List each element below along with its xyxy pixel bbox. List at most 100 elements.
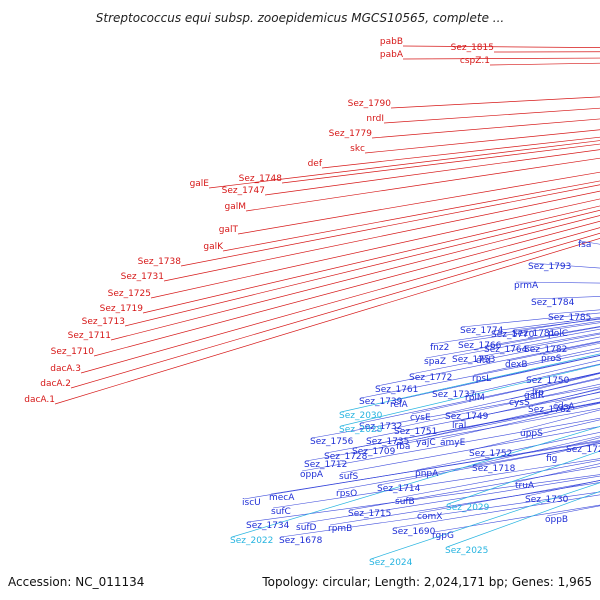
gene-label-reverse: fsa [578, 240, 591, 250]
gene-label-reverse: Sez_1726 [566, 445, 600, 455]
gene-label-reverse: fig [546, 454, 557, 464]
leader-line-blue [433, 354, 600, 392]
gene-label-reverse: spaZ [424, 357, 446, 367]
gene-label-forward: galK [203, 242, 224, 252]
leader-line-blue [473, 347, 600, 376]
gene-label-forward: Sez_1719 [100, 304, 144, 314]
gene-label-cyan: Sez_2022 [230, 536, 273, 546]
gene-label-reverse: Sez_1728 [324, 452, 368, 462]
gene-label-reverse: Sez_1712 [304, 460, 347, 470]
gene-label-forward: Sez_1738 [138, 257, 182, 267]
leader-line-red [321, 136, 600, 169]
leader-line-cyan [231, 426, 600, 538]
gene-label-reverse: iscU [242, 498, 261, 508]
gene-label-forward: dacA.2 [40, 379, 71, 389]
leader-line-red [54, 238, 600, 405]
gene-label-reverse: Sez_1753 [452, 355, 495, 365]
gene-label-reverse: sufC [271, 507, 291, 517]
gene-label-reverse: Sez_1756 [310, 437, 354, 447]
gene-label-forward: Sez_1790 [348, 99, 392, 109]
leader-line-blue [329, 482, 600, 526]
gene-label-reverse: Sez_1793 [528, 262, 571, 272]
leader-line-red [371, 118, 600, 139]
leader-line-red [383, 107, 600, 124]
leader-line-red [208, 140, 600, 189]
leader-line-blue [477, 333, 600, 358]
gene-label-reverse: relA [390, 400, 409, 410]
leader-line-red [245, 157, 600, 212]
gene-label-reverse: dexB [505, 360, 528, 370]
gene-label-reverse: Sez_1781 [512, 329, 555, 339]
gene-label-reverse: Sez_1785 [548, 313, 591, 323]
leader-line-blue [376, 340, 600, 387]
leader-line-red [124, 209, 600, 327]
leader-line-blue [305, 408, 600, 462]
gene-label-reverse: rgpG [432, 531, 454, 541]
gene-label-forward: dacA.3 [50, 364, 81, 374]
gene-label-reverse: Sez_1774 [460, 326, 504, 336]
leader-line-blue [492, 316, 600, 332]
gene-label-reverse: Sez_1764 [484, 345, 528, 355]
gene-label-forward: Sez_1747 [222, 186, 265, 196]
gene-label-forward: Sez_1748 [239, 174, 283, 184]
leader-line-red [402, 57, 600, 60]
leader-line-red [402, 45, 600, 48]
leader-line-blue [340, 426, 600, 474]
gene-label-reverse: Sez_1732 [359, 422, 402, 432]
gene-label-reverse: Sez_1737 [432, 390, 475, 400]
topology-info: Topology: circular; Length: 2,024,171 bp… [262, 575, 592, 589]
gene-label-reverse: Sez_1739 [359, 397, 403, 407]
gene-label-reverse: Sez_1784 [531, 298, 575, 308]
leader-line-blue [243, 440, 600, 500]
gene-label-forward: pabB [380, 37, 403, 47]
leader-line-blue [425, 326, 600, 359]
gene-label-reverse: comX [417, 512, 442, 522]
gene-label-reverse: pnpA [415, 469, 439, 479]
gene-label-reverse: sufS [339, 472, 359, 482]
leader-line-blue [367, 391, 600, 439]
gene-label-reverse: rpmB [328, 524, 352, 534]
gene-label-reverse: Sez_1718 [472, 464, 516, 474]
leader-line-blue [272, 458, 600, 509]
leader-line-cyan [447, 450, 600, 505]
gene-label-cyan: Sez_2030 [339, 411, 383, 421]
gene-labels: pabB pabA Sez_1815 cspZ.1 Sez_1790 nrdI Sez_17… [24, 37, 600, 568]
leader-line-red [180, 184, 600, 267]
gene-label-reverse: oppA [300, 470, 324, 480]
gene-label-reverse: rpsO [336, 489, 357, 499]
gene-label-reverse: sufD [296, 523, 317, 533]
gene-label-reverse: Sez_1751 [394, 427, 437, 437]
gene-label-reverse: Sez_1735 [366, 437, 409, 447]
gene-label-reverse: amyE [440, 438, 466, 448]
gene-label-forward: Sez_1725 [108, 289, 151, 299]
leader-line-red [493, 51, 600, 53]
gene-label-reverse: prmA [514, 281, 539, 291]
leader-line-blue [410, 336, 600, 375]
gene-label-forward: Sez_1779 [329, 129, 373, 139]
leader-line-blue [395, 383, 600, 429]
leader-line-blue [431, 318, 600, 345]
gene-label-forward: Sez_1815 [451, 43, 494, 53]
gene-label-reverse: Sez_1761 [375, 385, 418, 395]
gene-label-cyan: Sez_2024 [369, 558, 413, 568]
leader-line-blue [532, 296, 600, 300]
gene-label-reverse: Sez_1734 [246, 521, 290, 531]
gene-label-reverse: Sez_1782 [524, 345, 567, 355]
gene-label-forward: dacA.1 [24, 395, 55, 405]
leader-line-red [222, 180, 600, 252]
leader-line-blue [515, 281, 600, 284]
leader-line-red [80, 227, 600, 374]
gene-label-reverse: yajC [416, 438, 436, 448]
gene-label-forward: galM [225, 202, 247, 212]
gene-label-reverse: lraI [452, 421, 466, 431]
gene-label-reverse: lrp [532, 388, 544, 398]
leader-line-blue [459, 320, 600, 343]
gene-label-reverse: Sez_1752 [469, 449, 512, 459]
leader-line-blue [247, 474, 600, 523]
leader-line-blue [325, 402, 600, 454]
leader-line-red [364, 129, 600, 154]
leader-line-blue [337, 443, 600, 491]
gene-label-reverse: uppS [520, 429, 543, 439]
leader-line-blue [270, 441, 600, 495]
